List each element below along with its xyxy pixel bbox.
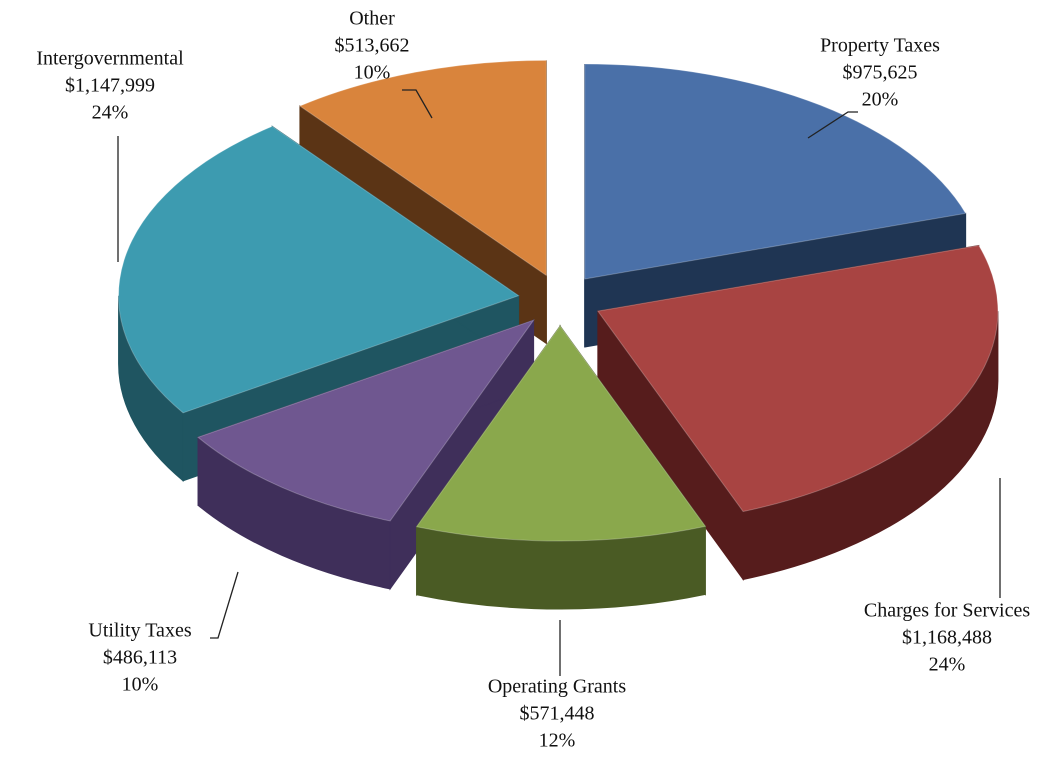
percent-label: 12% (539, 730, 576, 752)
leader-line (807, 111, 858, 139)
slice-top (584, 63, 967, 280)
slice-label: Other (349, 8, 395, 30)
slice (597, 244, 999, 582)
slice-label: Operating Grants (488, 676, 627, 698)
slice-top (597, 244, 999, 513)
value-label: $513,662 (335, 35, 410, 57)
percent-label: 10% (354, 62, 391, 84)
slice (415, 324, 707, 610)
value-label: $571,448 (520, 703, 595, 725)
slice-wall (416, 525, 706, 610)
slice-top (298, 59, 547, 277)
value-label: $975,625 (843, 62, 918, 84)
value-label: $1,168,488 (902, 627, 992, 649)
value-label: $486,113 (103, 647, 177, 669)
slice-label: Property Taxes (820, 35, 940, 57)
slice-label: Intergovernmental (36, 48, 184, 70)
percent-label: 20% (862, 89, 899, 111)
slice-top (197, 319, 535, 522)
slice-label: Charges for Services (864, 600, 1030, 622)
leader-line (210, 571, 239, 639)
percent-label: 24% (92, 102, 129, 124)
slice-top (118, 125, 520, 414)
leader-line (402, 89, 433, 119)
percent-label: 10% (122, 674, 159, 696)
slice-label: Utility Taxes (88, 620, 191, 642)
value-label: $1,147,999 (65, 75, 155, 97)
slice-top (415, 325, 707, 542)
percent-label: 24% (929, 654, 966, 676)
